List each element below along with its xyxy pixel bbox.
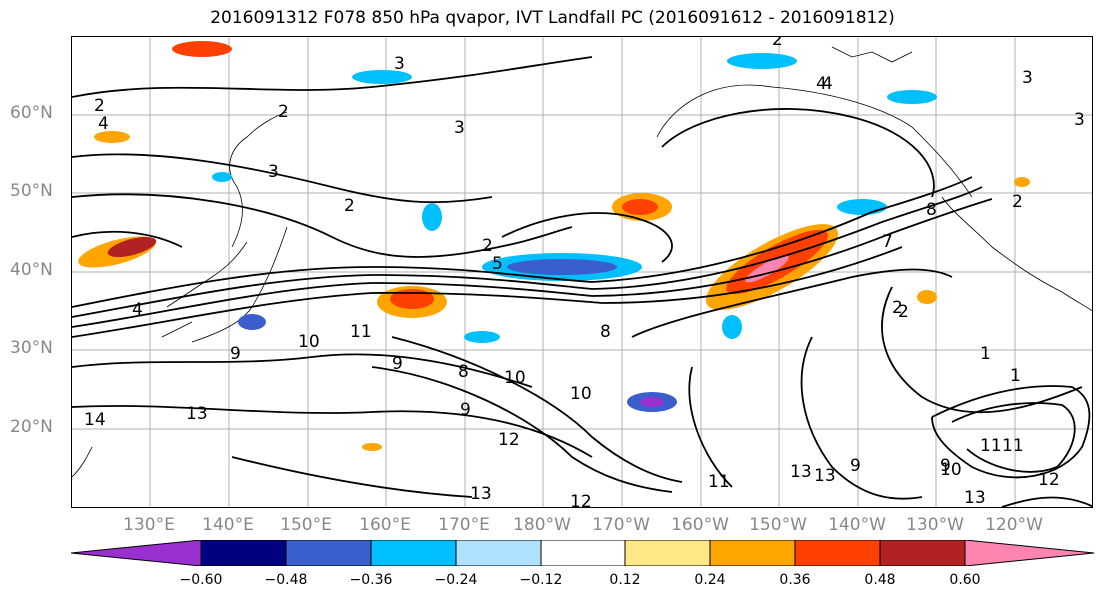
contour-label: 8 — [926, 200, 937, 220]
colorbar-segment — [71, 540, 202, 566]
colorbar-tick-label: −0.60 — [179, 572, 223, 588]
colorbar-segment — [370, 540, 457, 566]
colorbar-segment — [200, 540, 287, 566]
colorbar-tick-label: −0.36 — [349, 572, 393, 588]
lon-label: 170°W — [592, 515, 650, 535]
lon-label: 160°E — [359, 515, 411, 535]
ivt-contours — [72, 56, 1092, 507]
colorbar-segment — [624, 540, 711, 566]
contour-label: 5 — [492, 254, 503, 274]
contour-label: 2 — [892, 298, 903, 318]
lon-label: 140°W — [828, 515, 886, 535]
lon-label: 150°E — [280, 515, 332, 535]
contour-label: 2 — [482, 236, 493, 256]
contour-label: 11 — [350, 322, 372, 342]
contour-label: 4 — [822, 74, 833, 94]
contour-label: 13 — [790, 462, 812, 482]
contour-label: 3 — [454, 118, 465, 138]
contour-labels: 2 3 4 2 4 2 3 3 2 2 1 2 4 4 3 2 3 8 9 10… — [84, 37, 1085, 508]
colorbar-tick-label: −0.24 — [434, 572, 478, 588]
contour-label: 13 — [186, 404, 208, 424]
colorbar-segment — [794, 540, 881, 566]
contour-label: 10 — [504, 368, 526, 388]
contour-label: 2 — [1012, 192, 1023, 212]
contour-label: 9 — [940, 456, 951, 476]
colorbar-segment — [455, 540, 542, 566]
contour-label: 2 — [344, 196, 355, 216]
map-panel: 2 3 4 2 4 2 3 3 2 2 1 2 4 4 3 2 3 8 9 10… — [71, 36, 1093, 508]
contour-label: 11 — [1002, 436, 1024, 456]
lat-label: 50°N — [10, 181, 53, 201]
contour-label: 2 — [898, 302, 909, 322]
lon-label: 170°E — [438, 515, 490, 535]
contour-label: 4 — [98, 114, 109, 134]
colorbar-tick-label: 0.48 — [864, 572, 896, 588]
contour-label: 9 — [460, 400, 471, 420]
map-title: 2016091312 F078 850 hPa qvapor, IVT Land… — [210, 8, 895, 28]
colorbar-segment — [285, 540, 372, 566]
contour-label: 13 — [470, 484, 492, 504]
shading-positive — [78, 41, 1030, 451]
contour-label: 7 — [882, 232, 893, 252]
lat-label: 40°N — [10, 260, 53, 280]
lat-label: 60°N — [10, 103, 53, 123]
contour-label: 14 — [84, 410, 106, 430]
contour-label: 4 — [816, 74, 827, 94]
contour-label: 11 — [980, 436, 1002, 456]
contour-label: 10 — [940, 460, 962, 480]
contour-label: 13 — [964, 488, 986, 508]
colorbar-tick-label: 0.36 — [779, 572, 811, 588]
colorbar-tick-label: −0.48 — [264, 572, 308, 588]
contour-label: 11 — [708, 472, 730, 492]
lon-label: 150°W — [749, 515, 807, 535]
contour-label: 1 — [1010, 366, 1021, 386]
contour-label: 8 — [600, 322, 611, 342]
lon-label: 140°E — [202, 515, 254, 535]
coastlines — [72, 46, 1092, 478]
contour-label: 13 — [814, 466, 836, 486]
contour-label: 3 — [1074, 110, 1085, 130]
lon-label: 130°W — [906, 515, 964, 535]
colorbar-segment — [964, 540, 1095, 566]
contour-label: 12 — [570, 492, 592, 508]
contour-label: 1 — [980, 344, 991, 364]
colorbar-segment — [540, 540, 626, 566]
map-canvas: 2 3 4 2 4 2 3 3 2 2 1 2 4 4 3 2 3 8 9 10… — [72, 37, 1092, 508]
contour-label: 4 — [132, 300, 143, 320]
contour-label: 12 — [498, 430, 520, 450]
contour-label: 3 — [394, 54, 405, 74]
contour-label: 9 — [850, 456, 861, 476]
lat-label: 20°N — [10, 417, 53, 437]
lon-label: 160°W — [671, 515, 729, 535]
colorbar-tick-label: −0.12 — [519, 572, 563, 588]
lat-label: 30°N — [10, 338, 53, 358]
contour-label: 2 — [278, 102, 289, 122]
contour-label: 2 — [94, 96, 105, 116]
lon-label: 180°W — [513, 515, 571, 535]
contour-label: 3 — [268, 162, 279, 182]
contour-label: 12 — [1038, 470, 1060, 490]
colorbar-tick-label: 0.60 — [949, 572, 981, 588]
colorbar-tick-label: 0.12 — [609, 572, 641, 588]
contour-label: 2 — [772, 37, 783, 50]
colorbar — [71, 540, 1095, 566]
lon-label: 120°W — [985, 515, 1043, 535]
contour-label: 9 — [230, 344, 241, 364]
contour-label: 8 — [458, 362, 469, 382]
shading-negative — [212, 53, 937, 412]
colorbar-segment — [709, 540, 796, 566]
colorbar-tick-label: 0.24 — [694, 572, 726, 588]
contour-label: 9 — [392, 354, 403, 374]
lon-label: 130°E — [123, 515, 175, 535]
contour-label: 10 — [298, 332, 320, 352]
contour-label: 10 — [570, 384, 592, 404]
contour-label: 3 — [1022, 68, 1033, 88]
colorbar-segment — [879, 540, 966, 566]
